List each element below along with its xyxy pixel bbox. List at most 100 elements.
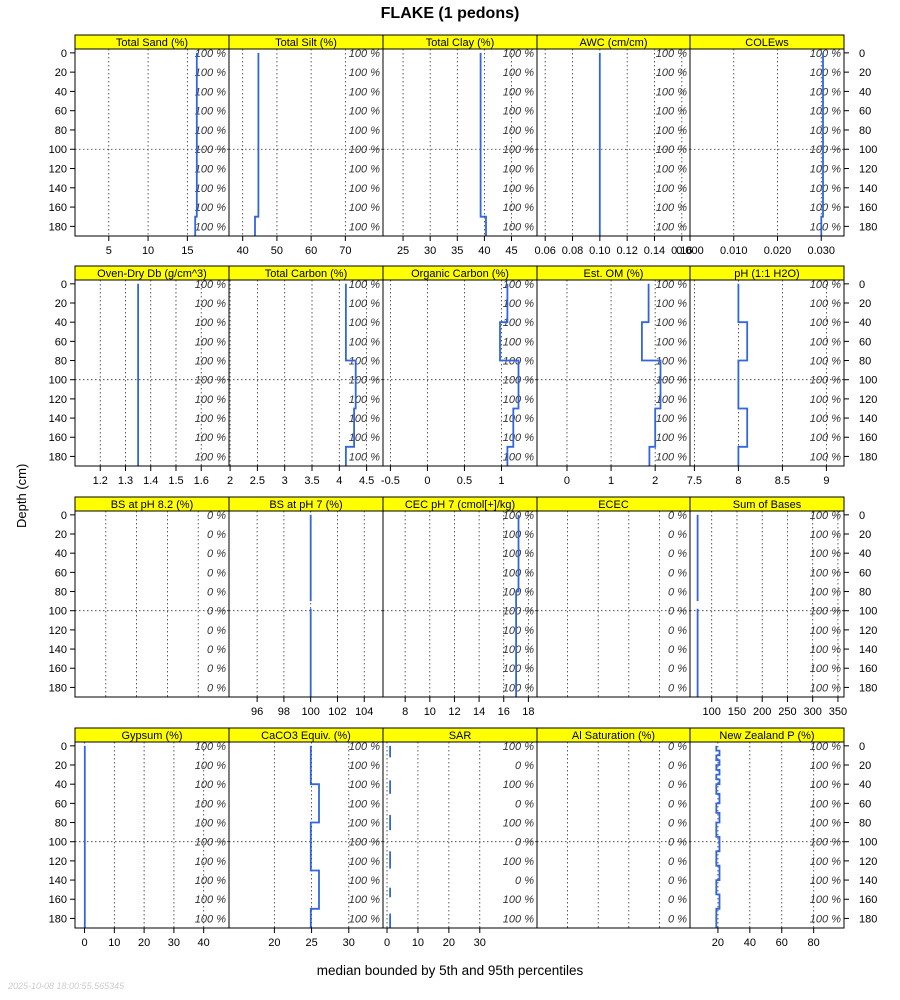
y-tick-label: 100 <box>49 144 67 156</box>
percent-label: 100 % <box>656 48 687 60</box>
x-tick-label: 1 <box>608 475 614 487</box>
percent-label: 0 % <box>668 587 687 599</box>
y-tick-label: 40 <box>55 548 67 560</box>
percent-label: 100 % <box>810 451 841 463</box>
panel-border <box>689 48 845 237</box>
y-tick-label: 0 <box>859 48 865 60</box>
percent-label: 0 % <box>668 818 687 830</box>
y-tick-label: 0 <box>61 48 67 60</box>
strip-label: COLEws <box>745 37 789 49</box>
y-tick-label: 180 <box>859 451 877 463</box>
y-tick-label: 120 <box>49 625 67 637</box>
x-tick-label: 98 <box>278 706 290 718</box>
strip-label: pH (1:1 H2O) <box>734 268 799 280</box>
y-tick-label: 20 <box>859 529 871 541</box>
percent-label: 100 % <box>349 856 380 868</box>
x-tick-label: 0 <box>384 937 390 949</box>
x-tick-label: 14 <box>473 706 485 718</box>
panel-border <box>228 510 384 698</box>
y-tick-label: 20 <box>55 67 67 79</box>
percent-label: 100 % <box>503 336 534 348</box>
percent-label: 100 % <box>349 164 380 176</box>
y-tick-label: 0 <box>859 279 865 291</box>
panel-gypsum: Gypsum (%) 100 % 100 % 100 % 100 % 100 % 100 %… <box>49 727 230 949</box>
median-line <box>254 52 260 236</box>
percent-label: 100 % <box>195 741 226 753</box>
strip-label: Total Clay (%) <box>426 37 494 49</box>
y-tick-label: 160 <box>859 202 877 214</box>
percent-label: 0 % <box>668 663 687 675</box>
percent-label: 100 % <box>810 875 841 887</box>
x-tick-label: 0.020 <box>764 245 792 257</box>
y-tick-label: 180 <box>49 451 67 463</box>
x-tick-label: 3.5 <box>304 475 319 487</box>
y-tick-label: 20 <box>859 760 871 772</box>
percent-label: 100 % <box>503 682 534 694</box>
y-tick-label: 140 <box>49 644 67 656</box>
y-tick-label: 80 <box>859 356 871 368</box>
panel-est-om: Est. OM (%) 100 % 100 % 100 % 100 % 100 % 100 … <box>536 265 691 487</box>
percent-label: 100 % <box>810 67 841 79</box>
x-tick-label: 20 <box>443 937 455 949</box>
percent-label: 100 % <box>810 317 841 329</box>
x-tick-label: 1.2 <box>93 475 108 487</box>
percent-label: 100 % <box>195 394 226 406</box>
x-tick-label: 0.5 <box>457 475 472 487</box>
y-tick-label: 120 <box>49 856 67 868</box>
percent-label: 100 % <box>810 548 841 560</box>
panel-border <box>689 741 845 929</box>
x-tick-label: 40 <box>744 937 756 949</box>
y-tick-label: 0 <box>859 510 865 522</box>
percent-label: 100 % <box>349 837 380 849</box>
panel-ph-1-1-h2o: pH (1:1 H2O) 100 % 100 % 100 % 100 % 100 % 100… <box>687 265 877 487</box>
percent-label: 0 % <box>668 548 687 560</box>
y-tick-label: 140 <box>49 183 67 195</box>
strip-label: BS at pH 7 (%) <box>269 499 342 511</box>
percent-label: 100 % <box>195 856 226 868</box>
percent-label: 100 % <box>349 336 380 348</box>
y-tick-label: 140 <box>49 875 67 887</box>
timestamp: 2025-10-08 18:00:55.565345 <box>8 981 125 991</box>
percent-label: 100 % <box>195 336 226 348</box>
x-tick-label: 25 <box>397 245 409 257</box>
panel-total-silt: Total Silt (%) 100 % 100 % 100 % 100 % 100 % 1… <box>228 34 384 257</box>
percent-label: 100 % <box>349 298 380 310</box>
percent-label: 100 % <box>349 48 380 60</box>
percent-label: 100 % <box>656 183 687 195</box>
median-line <box>194 52 198 236</box>
y-tick-label: 140 <box>49 413 67 425</box>
percent-label: 100 % <box>810 606 841 618</box>
strip-label: Total Sand (%) <box>116 37 188 49</box>
percent-label: 100 % <box>810 663 841 675</box>
percent-label: 100 % <box>195 106 226 118</box>
y-tick-label: 60 <box>55 567 67 579</box>
x-tick-label: 102 <box>328 706 346 718</box>
panel-total-sand: Total Sand (%)100 %100 %100 %100 %100 %1… <box>49 34 230 257</box>
percent-label: 100 % <box>349 413 380 425</box>
panel-colews: COLEws 100 % 100 % 100 % 100 % 100 % 100 % 100 … <box>676 34 877 257</box>
percent-label: 100 % <box>810 529 841 541</box>
percent-label: 100 % <box>349 894 380 906</box>
percent-label: 100 % <box>656 451 687 463</box>
percent-label: 100 % <box>656 317 687 329</box>
percent-label: 100 % <box>810 202 841 214</box>
x-tick-label: 35 <box>451 245 463 257</box>
percent-label: 0 % <box>207 548 226 560</box>
median-line <box>499 283 520 466</box>
strip-label: New Zealand P (%) <box>719 730 814 742</box>
x-tick-label: 100 <box>703 706 721 718</box>
percent-label: 100 % <box>195 86 226 98</box>
median-line <box>641 283 662 466</box>
percent-label: 100 % <box>349 125 380 137</box>
x-tick-label: 104 <box>355 706 373 718</box>
x-tick-label: 30 <box>343 937 355 949</box>
percent-label: 0 % <box>207 663 226 675</box>
percent-label: 100 % <box>195 375 226 387</box>
strip-label: Gypsum (%) <box>121 730 182 742</box>
percent-label: 0 % <box>668 682 687 694</box>
percent-label: 100 % <box>349 394 380 406</box>
percent-label: 100 % <box>503 183 534 195</box>
percent-label: 100 % <box>810 894 841 906</box>
percent-label: 100 % <box>503 606 534 618</box>
